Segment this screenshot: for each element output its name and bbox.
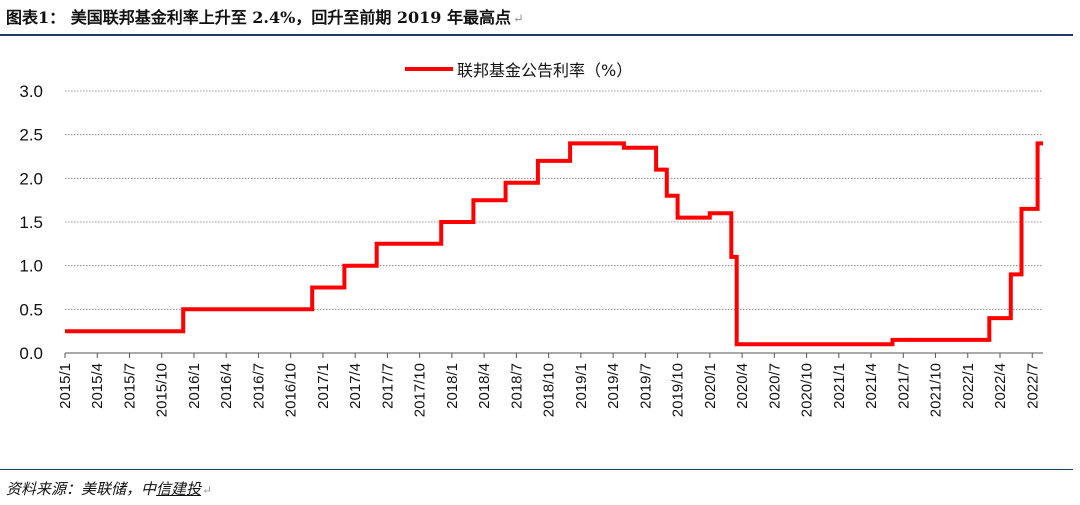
bottom-rule bbox=[0, 469, 1073, 470]
x-tick-label: 2015/7 bbox=[121, 363, 138, 409]
return-mark: ↵ bbox=[202, 483, 213, 497]
y-tick-label: 2.0 bbox=[19, 169, 43, 188]
x-tick-label: 2017/10 bbox=[412, 363, 429, 417]
x-tick-label: 2015/4 bbox=[89, 363, 106, 409]
x-axis bbox=[64, 352, 1043, 358]
x-tick-label: 2019/10 bbox=[670, 363, 687, 417]
x-tick-label: 2018/7 bbox=[508, 363, 525, 409]
y-tick-label: 1.0 bbox=[19, 257, 43, 276]
chart-area: 0.0 0.5 1.0 1.5 2.0 2.5 3.0 2015/1 2015/4 2015/7… bbox=[19, 82, 1043, 417]
x-tick-label: 2016/1 bbox=[186, 363, 203, 409]
top-rule bbox=[0, 34, 1073, 36]
x-tick-label: 2017/1 bbox=[315, 363, 332, 409]
x-tick-label: 2016/10 bbox=[283, 363, 300, 417]
x-tick-label: 2017/4 bbox=[347, 363, 364, 409]
legend-label: 联邦基金公告利率（%） bbox=[457, 61, 633, 80]
return-mark: ↵ bbox=[513, 12, 524, 27]
grid-lines bbox=[65, 90, 1043, 310]
y-tick-label: 2.5 bbox=[19, 126, 43, 145]
x-tick-label: 2018/4 bbox=[476, 363, 493, 409]
chart-title: 图表1： 美国联邦基金利率上升至 2.4%，回升至前期 2019 年最高点 ↵ bbox=[6, 8, 524, 27]
source-note: 资料来源：美联储，中信建投↵ bbox=[6, 480, 213, 498]
x-tick-label: 2016/4 bbox=[218, 363, 235, 409]
x-tick-label: 2022/4 bbox=[992, 363, 1009, 409]
x-tick-label: 2018/10 bbox=[541, 363, 558, 417]
x-tick-label: 2021/1 bbox=[831, 363, 848, 409]
x-tick-label: 2018/1 bbox=[444, 363, 461, 409]
x-tick-label: 2022/1 bbox=[960, 363, 977, 409]
x-tick-label: 2021/4 bbox=[863, 363, 880, 409]
series-line bbox=[65, 141, 1043, 347]
y-tick-label: 0.0 bbox=[19, 344, 43, 363]
x-tick-label: 2021/7 bbox=[895, 363, 912, 409]
x-tick-label: 2020/7 bbox=[766, 363, 783, 409]
x-tick-label: 2020/10 bbox=[799, 363, 816, 417]
x-tick-label: 2019/7 bbox=[637, 363, 654, 409]
x-tick-label: 2019/1 bbox=[573, 363, 590, 409]
x-tick-labels: 2015/1 2015/4 2015/7 2015/10 2016/1 2016/4 201… bbox=[57, 363, 1041, 417]
legend: 联邦基金公告利率（%） bbox=[405, 57, 632, 81]
x-tick-label: 2022/7 bbox=[1024, 363, 1041, 409]
y-tick-labels: 0.0 0.5 1.0 1.5 2.0 2.5 3.0 bbox=[19, 82, 43, 363]
x-tick-label: 2019/4 bbox=[605, 363, 622, 409]
x-tick-label: 2020/4 bbox=[734, 363, 751, 409]
x-tick-label: 2020/1 bbox=[702, 363, 719, 409]
x-tick-label: 2016/7 bbox=[250, 363, 267, 409]
y-tick-label: 1.5 bbox=[19, 213, 43, 232]
x-tick-label: 2017/7 bbox=[379, 363, 396, 409]
legend-swatch bbox=[405, 67, 453, 71]
y-tick-label: 3.0 bbox=[19, 82, 43, 101]
x-tick-label: 2015/1 bbox=[57, 363, 74, 409]
x-tick-label: 2021/10 bbox=[928, 363, 945, 417]
y-tick-label: 0.5 bbox=[19, 300, 43, 319]
x-tick-label: 2015/10 bbox=[154, 363, 171, 417]
